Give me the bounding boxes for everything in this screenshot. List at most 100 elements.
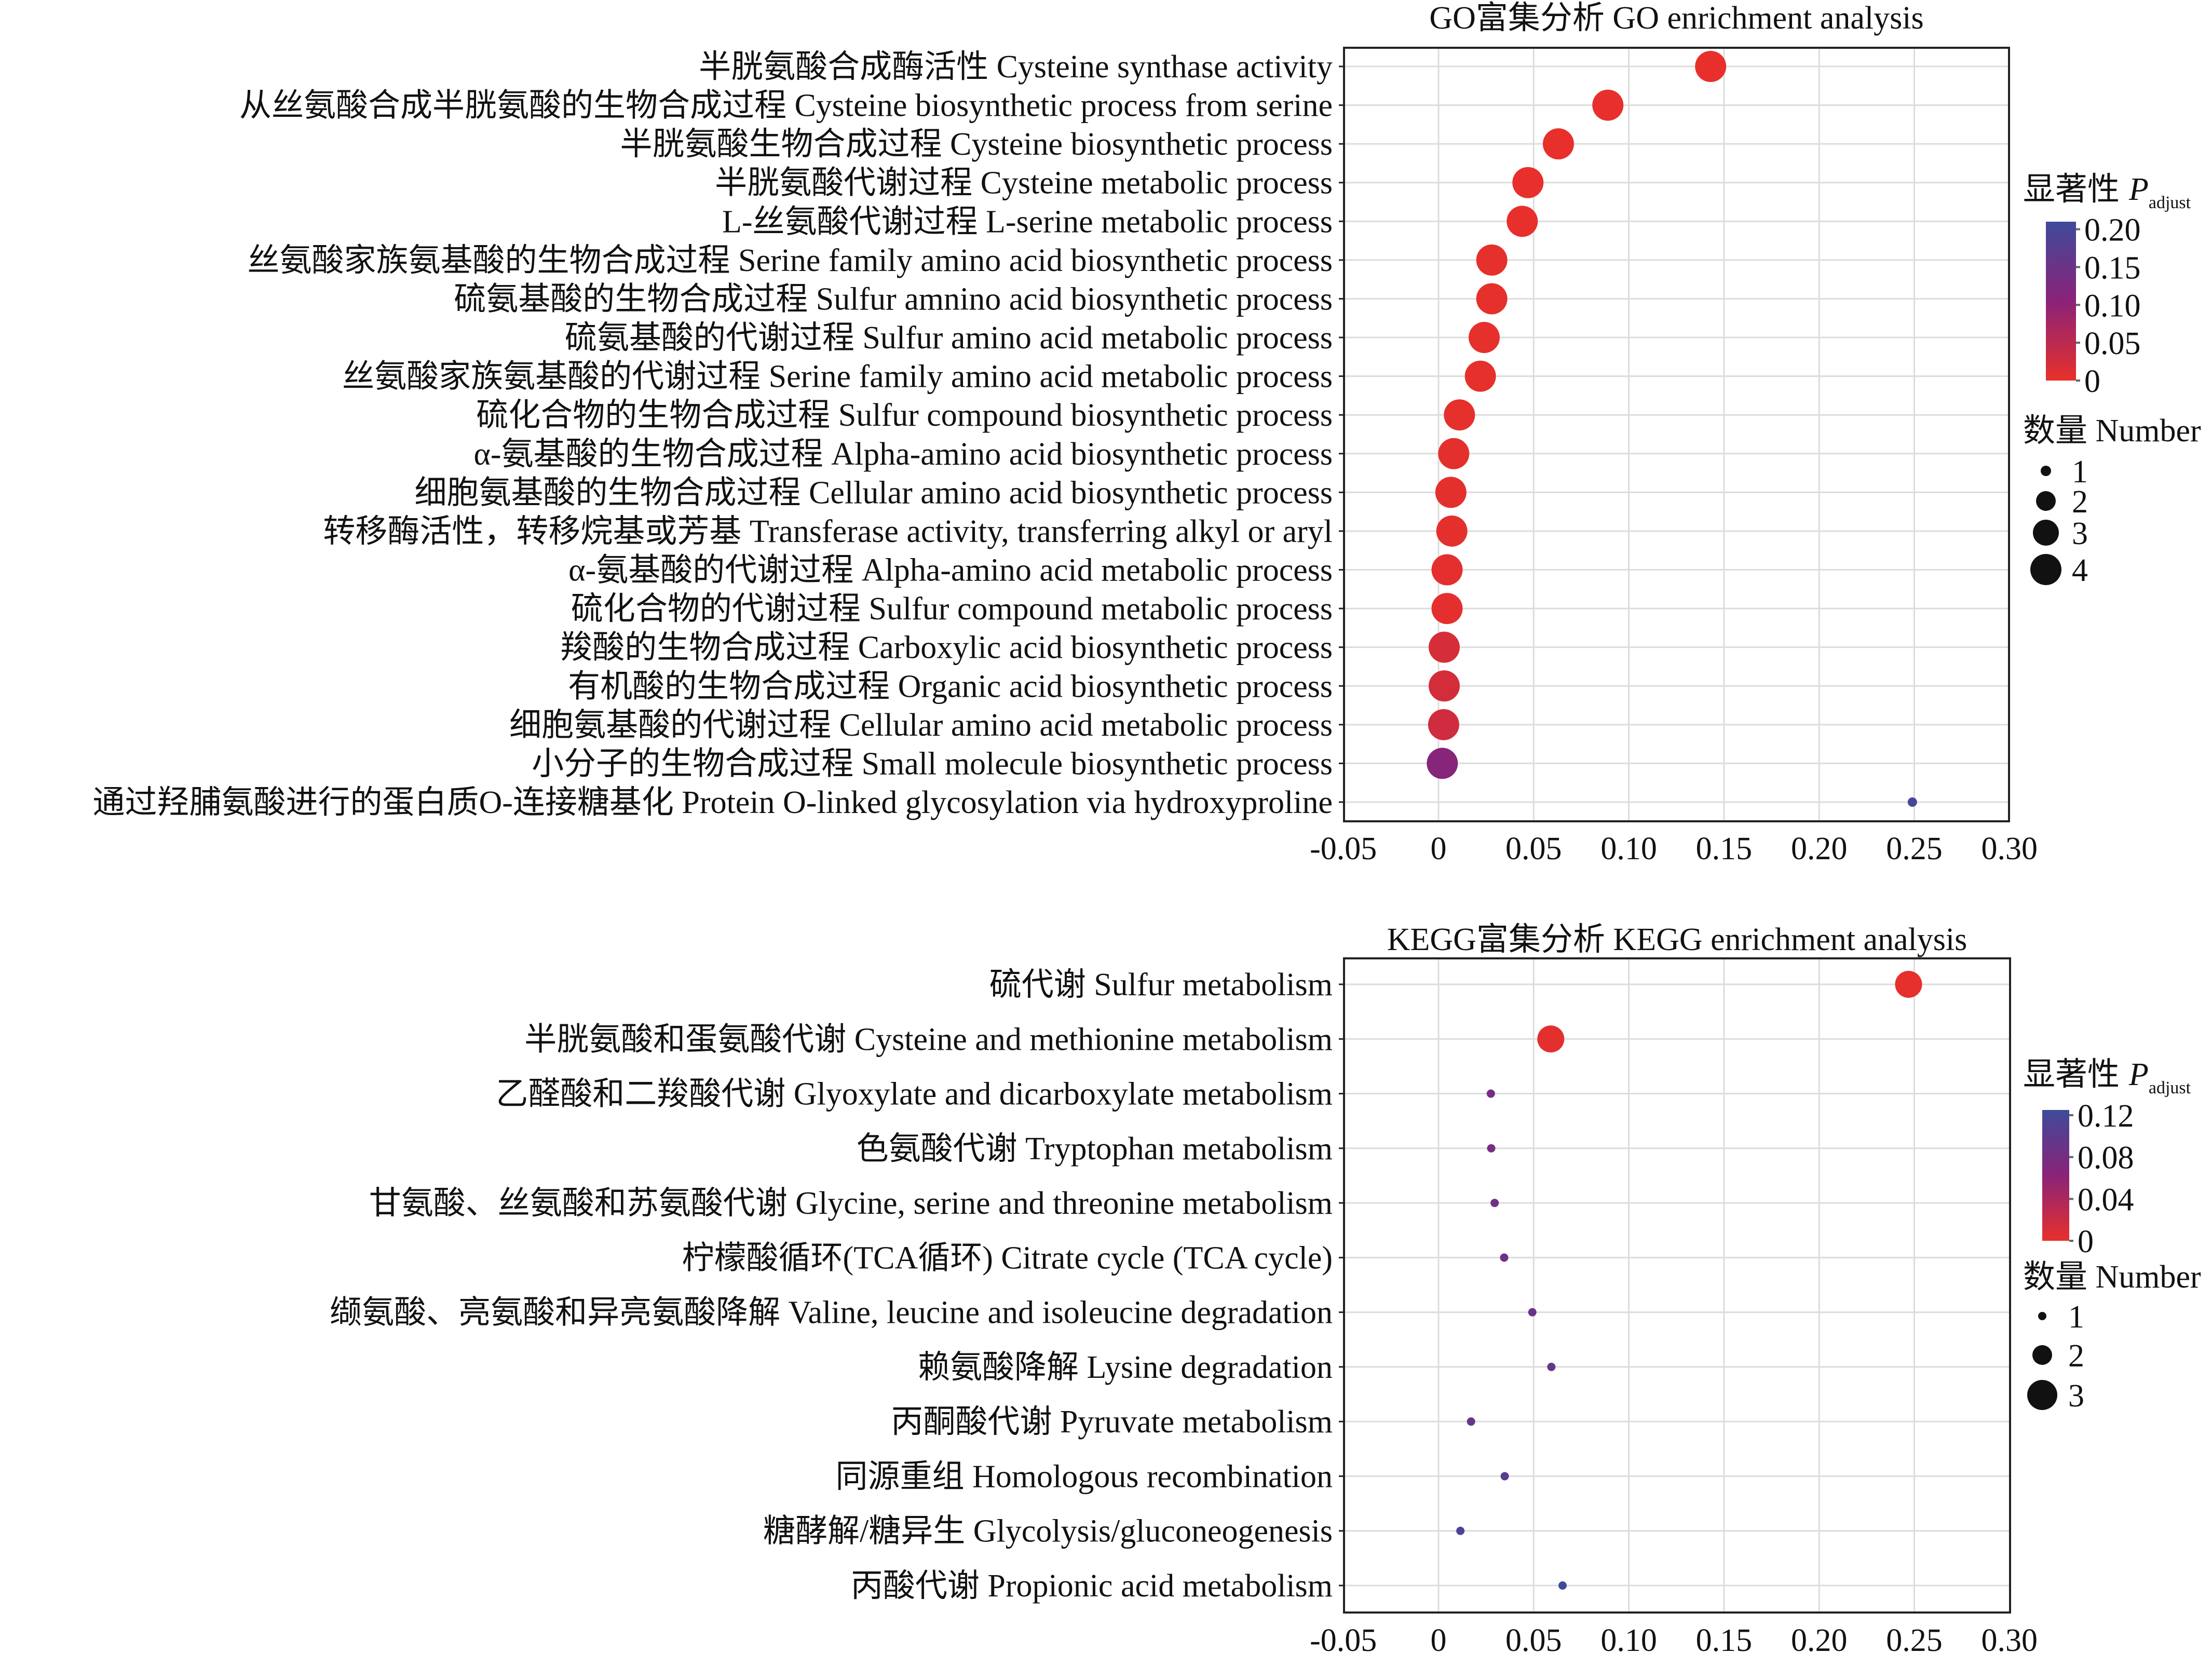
y-category-label: 细胞氨基酸的生物合成过程 Cellular amino acid biosynt… [415,475,1333,510]
data-point [1476,244,1508,276]
x-tick-label: 0.10 [1600,831,1657,866]
size-legend-marker [2030,554,2061,585]
y-category-label: 硫氨基酸的代谢过程 Sulfur amino acid metabolic pr… [565,320,1333,356]
size-legend-label: 3 [2072,516,2088,551]
data-point [1444,399,1475,431]
y-category-label: 半胱氨酸生物合成过程 Cysteine biosynthetic process [620,127,1333,162]
y-category-label: 丙酮酸代谢 Pyruvate metabolism [891,1404,1333,1440]
color-bar-tick-label: 0.12 [2078,1099,2134,1134]
data-point [1547,1362,1556,1371]
size-legend-title: 数量 Number [2023,1259,2201,1295]
size-legend-label: 2 [2068,1338,2084,1374]
color-bar [2046,222,2076,381]
y-category-label: 半胱氨酸代谢过程 Cysteine metabolic process [715,166,1333,201]
color-bar-tick-label: 0 [2078,1224,2094,1259]
x-tick-label: 0.20 [1791,1623,1848,1653]
data-point [1467,1417,1475,1426]
data-point [1695,51,1727,82]
y-category-label: 从丝氨酸合成半胱氨酸的生物合成过程 Cysteine biosynthetic … [239,88,1333,124]
y-category-label: 细胞氨基酸的代谢过程 Cellular amino acid metabolic… [509,708,1333,743]
size-legend-label: 2 [2072,484,2088,520]
data-point [1431,593,1463,625]
data-point [1428,631,1460,663]
size-legend-marker [2041,466,2051,476]
color-bar-tick-label: 0 [2084,364,2100,399]
x-tick-label: -0.05 [1310,831,1377,866]
data-point [1507,206,1538,237]
data-point [1435,477,1467,508]
data-point [1468,322,1500,354]
color-bar-tick-label: 0.20 [2084,213,2141,248]
y-category-label: 硫化合物的代谢过程 Sulfur compound metabolic proc… [571,591,1333,627]
y-category-label: 硫代谢 Sulfur metabolism [989,967,1333,1002]
y-category-label: 丝氨酸家族氨基酸的代谢过程 Serine family amino acid m… [342,359,1333,395]
color-bar-tick-label: 0.05 [2084,326,2141,361]
size-legend-label: 4 [2072,553,2088,588]
x-tick-label: 0.15 [1696,1623,1753,1653]
x-tick-label: 0.05 [1505,831,1562,866]
data-point [1537,1025,1565,1053]
color-legend-subscript: adjust [2149,1078,2191,1098]
y-category-label: 乙醛酸和二羧酸代谢 Glyoxylate and dicarboxylate m… [496,1077,1333,1112]
size-legend-label: 3 [2068,1378,2084,1414]
data-point [1895,971,1922,998]
size-legend-marker [2032,1345,2052,1365]
data-point [1436,515,1468,547]
size-legend-label: 1 [2068,1299,2084,1335]
y-category-label: 转移酶活性，转移烷基或芳基 Transferase activity, tran… [323,514,1333,549]
data-point [1428,670,1460,702]
data-point [1907,797,1917,807]
y-category-label: 丝氨酸家族氨基酸的生物合成过程 Serine family amino acid… [248,243,1333,278]
data-point [1428,709,1459,740]
go-chart-title: GO富集分析 GO enrichment analysis [1429,1,1923,36]
y-category-label: 硫氨基酸的生物合成过程 Sulfur amnino acid biosynthe… [454,281,1333,317]
y-category-label: L-丝氨酸代谢过程 L-serine metabolic process [722,204,1333,239]
y-category-label: 通过羟脯氨酸进行的蛋白质O-连接糖基化 Protein O-linked gly… [93,785,1333,820]
size-legend-label: 1 [2072,454,2088,490]
data-point [1558,1581,1567,1590]
x-tick-label: 0.05 [1505,1623,1562,1653]
color-legend-symbol: P [2128,1057,2149,1092]
color-bar-tick-label: 0.15 [2084,250,2141,286]
data-point [1438,438,1470,469]
x-tick-label: 0 [1431,1623,1447,1653]
data-point [1487,1144,1496,1153]
size-legend-marker [2036,491,2056,511]
y-category-label: α-氨基酸的生物合成过程 Alpha-amino acid biosynthet… [473,437,1333,472]
y-category-label: 羧酸的生物合成过程 Carboxylic acid biosynthetic p… [560,630,1333,666]
color-legend-title: 显著性 Padjust [2023,1057,2191,1098]
size-legend-title: 数量 Number [2023,413,2201,449]
go-plot-frame [1343,47,2010,822]
size-legend-marker [2033,520,2059,546]
data-point [1592,89,1624,121]
data-point [1490,1199,1499,1208]
color-bar-tick-label: 0.04 [2078,1182,2134,1217]
y-category-label: 糖酵解/糖异生 Glycolysis/gluconeogenesis [763,1514,1333,1549]
x-tick-label: -0.05 [1310,1623,1377,1653]
y-category-label: 赖氨酸降解 Lysine degradation [918,1350,1333,1385]
x-tick-label: 0.30 [1982,831,2038,866]
color-legend-symbol: P [2128,172,2149,207]
y-category-label: 硫化合物的生物合成过程 Sulfur compound biosynthetic… [476,398,1333,433]
kegg-plot-frame [1343,957,2011,1614]
data-point [1456,1526,1465,1535]
kegg-chart: KEGG富集分析 KEGG enrichment analysis -0.05 0 0… [330,922,2201,1653]
x-tick-label: 0.20 [1791,831,1848,866]
data-point [1464,360,1496,392]
data-point [1500,1253,1509,1262]
data-point [1476,283,1508,315]
x-tick-label: 0.30 [1982,1623,2038,1653]
data-point [1427,748,1458,779]
y-category-label: 半胱氨酸和蛋氨酸代谢 Cysteine and methionine metab… [524,1022,1333,1057]
y-category-label: α-氨基酸的代谢过程 Alpha-amino acid metabolic pr… [568,553,1333,588]
x-tick-label: 0.15 [1696,831,1753,866]
y-category-label: 丙酸代谢 Propionic acid metabolism [851,1568,1333,1604]
y-category-label: 半胱氨酸合成酶活性 Cysteine synthase activity [699,49,1333,85]
size-legend-marker [2027,1380,2057,1410]
y-category-label: 柠檬酸循环(TCA循环) Citrate cycle (TCA cycle) [682,1240,1333,1276]
data-point [1486,1089,1495,1098]
data-point [1431,554,1463,586]
data-point [1512,167,1544,198]
color-bar-tick-label: 0.08 [2078,1141,2134,1176]
